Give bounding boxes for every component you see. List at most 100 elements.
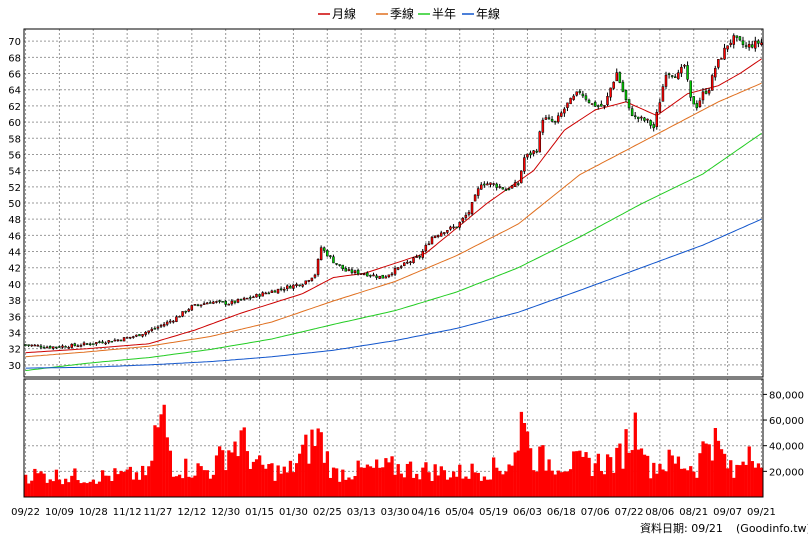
candle-body-160 — [516, 183, 520, 185]
price-tick-16: 62 — [8, 102, 21, 113]
date-tick-3: 11/12 — [113, 507, 142, 518]
volume-bar-138 — [448, 477, 453, 497]
volume-bar-123 — [402, 477, 407, 497]
volume-bar-14 — [67, 482, 71, 497]
candle-body-79 — [267, 292, 271, 295]
volume-bar-95 — [316, 428, 320, 497]
volume-axis-ticks: 80,000 60,000 40,000 20,000 — [763, 390, 804, 478]
volume-bar-119 — [390, 456, 394, 497]
volume-bar-64 — [221, 450, 225, 497]
volume-bar-192 — [615, 447, 619, 497]
date-tick-5: 12/12 — [177, 507, 206, 518]
volume-bar-97 — [322, 462, 326, 497]
candle-body-221 — [704, 90, 708, 94]
candle-body-103 — [341, 264, 344, 270]
candle-body-60 — [209, 302, 212, 304]
candle-body-176 — [566, 102, 569, 108]
volume-bar-201 — [642, 454, 647, 497]
candle-body-213 — [680, 66, 683, 74]
volume-bar-124 — [405, 463, 410, 497]
volume-bar-206 — [658, 463, 662, 497]
candle-body-107 — [353, 270, 357, 274]
candle-body-152 — [492, 183, 495, 185]
date-tick-8: 01/30 — [279, 507, 308, 518]
candle-body-182 — [584, 95, 588, 100]
volume-bar-46 — [165, 437, 169, 497]
volume-bar-134 — [436, 475, 440, 497]
date-tick-20: 08/21 — [679, 507, 708, 518]
volume-bar-129 — [421, 467, 425, 497]
volume-bar-207 — [661, 469, 665, 497]
ma-line-3 — [25, 218, 762, 369]
volume-bar-209 — [667, 449, 671, 497]
volume-bar-40 — [147, 466, 151, 497]
volume-bar-79 — [267, 464, 271, 497]
volume-bar-188 — [602, 474, 607, 497]
candle-body-208 — [664, 74, 668, 87]
date-axis-ticks: 09/22 10/09 10/28 11/12 11/27 12/12 12/30 01/15… — [11, 507, 776, 518]
volume-bar-48 — [171, 476, 176, 497]
candle-body-223 — [710, 75, 714, 91]
candle-body-82 — [276, 288, 280, 294]
candle-body-13 — [64, 346, 67, 348]
volume-bar-108 — [356, 460, 360, 497]
volume-bar-66 — [227, 450, 231, 497]
volume-bar-102 — [338, 481, 342, 497]
candle-body-166 — [535, 150, 538, 153]
candle-body-120 — [393, 268, 397, 275]
candle-body-214 — [683, 64, 686, 67]
candle-body-5 — [39, 345, 43, 348]
volume-bar-231 — [735, 464, 739, 497]
volume-bar-43 — [156, 427, 160, 497]
candle-body-219 — [698, 100, 702, 107]
volume-bar-11 — [57, 479, 62, 497]
volume-bar-181 — [581, 456, 585, 497]
candle-body-24 — [98, 341, 101, 343]
candle-body-20 — [85, 343, 89, 345]
volume-bar-166 — [535, 471, 539, 497]
candle-body-114 — [375, 275, 378, 278]
candle-body-216 — [689, 80, 692, 98]
candle-body-163 — [526, 153, 529, 158]
candle-body-136 — [443, 232, 446, 234]
volume-bar-178 — [572, 451, 576, 497]
date-tick-11: 03/30 — [381, 507, 410, 518]
volume-bar-33 — [125, 469, 129, 497]
candle-body-139 — [452, 226, 455, 229]
candle-body-161 — [520, 170, 523, 184]
volume-bar-4 — [36, 473, 40, 497]
volume-bar-68 — [233, 441, 237, 497]
candle-body-57 — [199, 304, 203, 307]
candle-body-128 — [418, 255, 421, 258]
candle-body-54 — [190, 305, 194, 311]
candle-body-94 — [313, 274, 317, 278]
date-tick-17: 07/06 — [581, 507, 610, 518]
volume-bar-136 — [442, 470, 447, 497]
candle-body-43 — [156, 326, 160, 329]
candle-body-12 — [61, 345, 64, 348]
volume-bar-98 — [325, 451, 330, 497]
volume-bar-140 — [455, 476, 459, 497]
volume-bar-35 — [131, 479, 136, 497]
volume-bar-162 — [522, 422, 527, 497]
candle-body-237 — [754, 40, 757, 49]
candle-body-76 — [258, 294, 261, 297]
volume-bar-142 — [461, 478, 465, 497]
candle-body-130 — [424, 245, 428, 252]
volume-bar-189 — [605, 454, 610, 497]
volume-bar-155 — [501, 474, 505, 497]
volume-bar-121 — [396, 464, 400, 497]
volume-bar-34 — [128, 466, 132, 497]
volume-bar-84 — [282, 466, 286, 497]
candle-body-189 — [606, 96, 609, 105]
volume-bar-185 — [593, 463, 597, 497]
candle-body-117 — [384, 276, 388, 279]
candle-body-2 — [30, 344, 33, 347]
candle-body-135 — [439, 232, 443, 237]
candle-body-50 — [178, 316, 181, 318]
volume-bar-29 — [113, 468, 117, 497]
grid-lines — [24, 29, 763, 497]
candle-body-53 — [187, 309, 190, 312]
volume-bar-88 — [294, 463, 299, 497]
volume-bar-65 — [224, 470, 228, 497]
